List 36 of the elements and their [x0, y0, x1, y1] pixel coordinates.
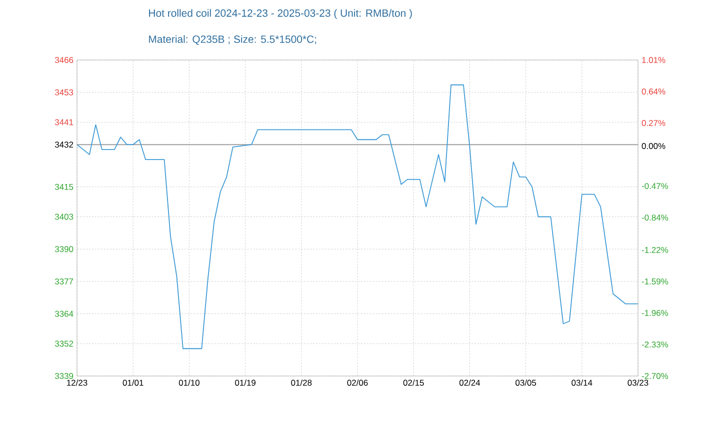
y-tick-label: 3377	[54, 278, 74, 284]
y-tick-label: 3390	[54, 246, 74, 252]
y-tick-label: 3352	[54, 340, 74, 347]
y2-tick-label: -2.33%	[642, 341, 668, 348]
y-tick-label: 3415	[54, 184, 74, 190]
y2-tick-label: -2.70%	[642, 373, 668, 379]
y2-tick-label: -0.84%	[642, 214, 668, 221]
x-tick-label: 03/14	[572, 380, 592, 386]
y2-tick-label: -1.96%	[642, 310, 668, 316]
x-tick-label: 02/15	[403, 380, 424, 386]
x-tick-label: 01/01	[122, 380, 144, 386]
y-tick-label: 3432	[54, 142, 74, 148]
y2-tick-label: 0.00%	[642, 143, 666, 150]
y2-tick-label: 1.01%	[642, 57, 666, 63]
y2-tick-label: -0.47%	[642, 183, 668, 190]
y2-tick-label: -1.22%	[642, 246, 668, 253]
x-tick-label: 03/05	[516, 380, 536, 386]
y2-tick-label: -1.59%	[642, 278, 668, 284]
x-tick-label: 02/24	[459, 380, 480, 386]
chart-title: Hot rolled coil 2024-12-23 - 2025-03-23 ( Unit: RMB/ton )	[149, 9, 412, 19]
y-tick-label: 3364	[54, 310, 74, 317]
x-tick-label: 01/19	[235, 380, 256, 386]
line-series	[77, 84, 638, 350]
y2-tick-label: 0.27%	[642, 120, 666, 126]
x-tick-label: 03/23	[628, 380, 648, 386]
y2-tick-label: 0.64%	[642, 88, 666, 95]
x-tick-label: 02/06	[347, 380, 368, 386]
x-tick-label: 12/23	[67, 380, 88, 386]
y-tick-label: 3441	[54, 119, 74, 126]
x-tick-label: 01/10	[178, 380, 200, 386]
y-tick-label: 3466	[54, 57, 74, 63]
chart-subtitle: Material: Q235B ; Size: 5.5*1500*C;	[149, 35, 316, 45]
y-tick-label: 3453	[54, 89, 74, 96]
y-tick-label: 3403	[54, 214, 74, 220]
y-tick-label: 3339	[54, 373, 74, 379]
x-tick-label: 01/28	[291, 380, 312, 386]
